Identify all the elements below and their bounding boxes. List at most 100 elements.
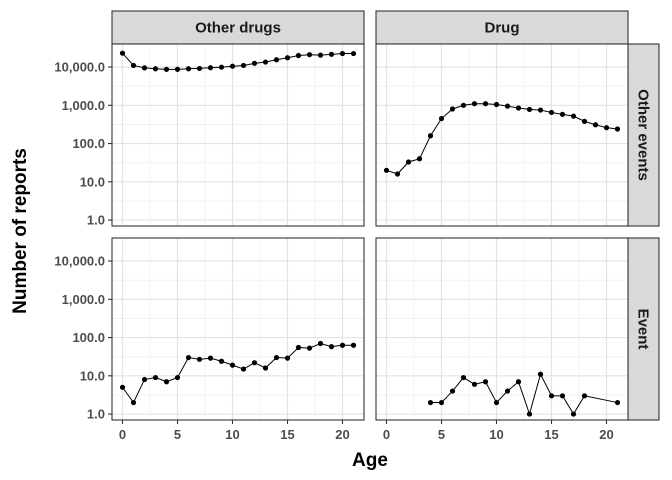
data-point — [295, 344, 302, 351]
data-point — [515, 379, 522, 385]
strip-col-other-drugs — [111, 10, 365, 45]
panel-background — [376, 238, 628, 420]
data-point — [460, 374, 467, 381]
x-tick-label: 10 — [489, 427, 503, 442]
data-point — [317, 340, 324, 347]
data-point — [152, 66, 159, 72]
data-point — [328, 51, 335, 57]
x-tick-label: 20 — [599, 427, 613, 442]
data-point — [196, 356, 203, 362]
data-point — [130, 62, 137, 69]
data-point — [482, 379, 489, 385]
data-point — [163, 379, 170, 385]
data-point — [526, 106, 533, 113]
strip-label-col-drug: Drug — [485, 20, 520, 37]
y-tick-label: 10.0 — [80, 174, 105, 189]
data-point — [493, 101, 500, 108]
data-point — [295, 52, 302, 59]
data-point — [449, 106, 456, 112]
data-point — [537, 107, 544, 113]
data-point — [273, 354, 280, 361]
data-point — [207, 355, 214, 361]
data-point — [581, 118, 588, 124]
panel-border — [375, 43, 629, 227]
data-point — [471, 101, 478, 107]
data-point — [207, 65, 214, 71]
panel-other-drugs-other-events — [111, 43, 365, 227]
y-tick-label: 100.0 — [72, 136, 105, 151]
data-point — [471, 381, 478, 387]
data-point — [141, 376, 148, 383]
y-tick-label: 10,000.0 — [54, 254, 105, 269]
y-tick-label: 1.0 — [87, 213, 105, 228]
x-axis-title: Age — [352, 450, 388, 471]
x-tick-label: 5 — [174, 427, 181, 442]
data-point — [130, 399, 137, 406]
data-point — [339, 342, 346, 348]
data-point — [581, 393, 588, 399]
data-point — [427, 399, 434, 406]
data-point — [603, 125, 610, 131]
y-tick-label: 10,000.0 — [54, 60, 105, 75]
data-point — [504, 103, 511, 109]
data-point — [119, 50, 126, 56]
data-point — [548, 393, 555, 399]
data-point — [262, 365, 269, 371]
panel-other-drugs-event — [111, 237, 365, 421]
data-point — [438, 115, 445, 122]
y-axis-title: Number of reports — [10, 148, 31, 314]
data-point — [548, 109, 555, 116]
panel-background — [376, 44, 628, 226]
data-point — [427, 133, 434, 139]
panel-border — [111, 237, 365, 421]
data-point — [493, 399, 500, 406]
strip-label-row-event: Event — [635, 309, 652, 350]
strip-row-event — [627, 237, 660, 421]
x-tick-label: 0 — [383, 427, 390, 442]
strip-label-col-other-drugs: Other drugs — [195, 20, 281, 37]
strip-label-row-other-events: Other events — [635, 89, 652, 181]
data-point — [185, 66, 192, 72]
x-tick-label: 15 — [544, 427, 558, 442]
panel-border — [111, 43, 365, 227]
data-point — [196, 65, 203, 72]
data-point — [141, 65, 148, 71]
data-point — [449, 388, 456, 394]
panel-background — [112, 44, 364, 226]
x-tick-label: 0 — [119, 427, 126, 442]
strip-col-drug — [375, 10, 629, 45]
y-tick-label: 1,000.0 — [62, 292, 105, 307]
data-point — [504, 388, 511, 394]
data-point — [251, 60, 258, 66]
panel-border — [375, 237, 629, 421]
data-point — [218, 64, 225, 70]
data-point — [482, 101, 489, 107]
data-point — [229, 362, 236, 368]
data-point — [438, 399, 445, 406]
data-point — [284, 355, 291, 361]
data-point — [273, 57, 280, 63]
y-tick-label: 10.0 — [80, 368, 105, 383]
data-point — [119, 384, 126, 390]
y-tick-label: 100.0 — [72, 330, 105, 345]
data-point — [570, 411, 577, 417]
y-tick-label: 1,000.0 — [62, 98, 105, 113]
data-point — [306, 52, 313, 58]
data-point — [416, 156, 423, 162]
data-point — [339, 50, 346, 57]
strip-row-other-events — [627, 43, 660, 227]
data-point — [284, 55, 291, 61]
panel-background — [112, 238, 364, 420]
data-point — [405, 159, 412, 165]
panel-drug-other-events — [375, 43, 629, 227]
x-tick-label: 15 — [280, 427, 294, 442]
data-point — [394, 171, 401, 177]
data-point — [152, 374, 159, 381]
series-line-drug-event — [430, 372, 618, 416]
data-point — [262, 59, 269, 65]
data-point — [240, 62, 247, 69]
data-point — [460, 102, 467, 108]
data-point — [383, 167, 390, 173]
data-point — [559, 111, 566, 117]
